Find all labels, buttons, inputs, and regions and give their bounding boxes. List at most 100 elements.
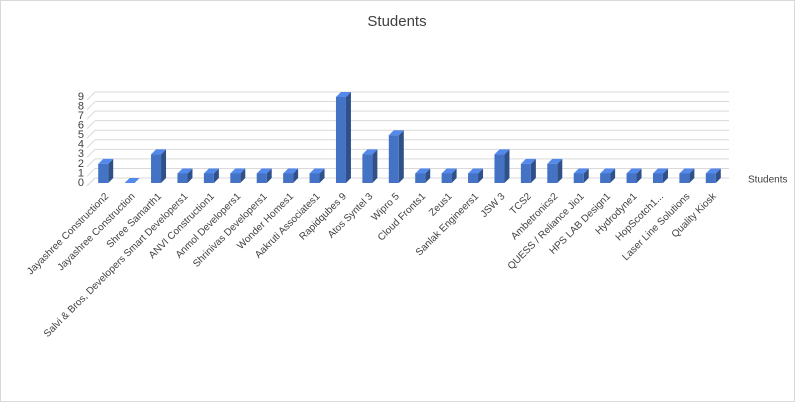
bar-top: [256, 168, 272, 174]
bar-side: [583, 168, 589, 183]
bar: [124, 178, 140, 183]
bar: [283, 168, 299, 183]
bar-front: [151, 154, 162, 183]
bar-side: [689, 168, 695, 183]
bar-top: [203, 168, 219, 174]
bar: [230, 168, 246, 183]
bar-side: [610, 168, 616, 183]
bar-top: [626, 168, 642, 174]
bar-side: [636, 168, 642, 183]
bar: [547, 158, 563, 183]
bar-top: [441, 168, 457, 174]
bar: [335, 92, 351, 183]
bar-top: [415, 168, 431, 174]
bar-front: [705, 173, 716, 183]
bar-top: [283, 168, 299, 174]
bar-top: [124, 178, 140, 183]
grid-line: [86, 148, 96, 158]
bar-side: [557, 158, 563, 183]
bar: [309, 168, 325, 183]
chart-title: Students: [367, 13, 426, 30]
bar: [203, 168, 219, 183]
grid-line: [86, 177, 96, 187]
bar-side: [213, 168, 219, 183]
grid-line: [86, 129, 96, 139]
bar-front: [177, 173, 188, 183]
bar: [388, 130, 404, 183]
bar-top: [177, 168, 193, 174]
bar-side: [293, 168, 299, 183]
bar-side: [504, 149, 510, 183]
bar: [98, 158, 114, 183]
bar-top: [151, 149, 167, 155]
bar: [705, 168, 721, 183]
y-tick-label: 9: [78, 91, 84, 103]
bar-front: [203, 173, 214, 183]
y-tick-label: 7: [78, 110, 84, 122]
bar-side: [187, 168, 193, 183]
bar-top: [679, 168, 695, 174]
bar-front: [679, 173, 690, 183]
bar: [573, 168, 589, 183]
y-tick-label: 6: [78, 120, 84, 132]
grid-line: [86, 139, 96, 149]
bar-front: [441, 173, 452, 183]
bar: [600, 168, 616, 183]
bar: [468, 168, 484, 183]
bar-front: [362, 154, 373, 183]
grid-line: [86, 120, 96, 130]
bar-top: [230, 168, 246, 174]
bar-side: [161, 149, 167, 183]
bar-front: [573, 173, 584, 183]
bar-front: [600, 173, 611, 183]
bar-top: [468, 168, 484, 174]
bar: [256, 168, 272, 183]
bar-side: [345, 92, 351, 183]
bar-front: [468, 173, 479, 183]
bar: [177, 168, 193, 183]
bar: [520, 158, 536, 183]
y-tick-label: 8: [78, 100, 84, 112]
bar-top: [362, 149, 378, 155]
bar-side: [108, 158, 114, 183]
bar-front: [309, 173, 320, 183]
bar-front: [547, 163, 558, 183]
bar-front: [520, 163, 531, 183]
bar-side: [319, 168, 325, 183]
bar: [151, 149, 167, 183]
bar-top: [573, 168, 589, 174]
y-tick-label: 2: [78, 158, 84, 170]
bar-front: [283, 173, 294, 183]
bar-top: [494, 149, 510, 155]
bar: [415, 168, 431, 183]
bar-top: [388, 130, 404, 136]
bar-front: [652, 173, 663, 183]
bar-front: [335, 97, 346, 183]
bar: [441, 168, 457, 183]
y-tick-label: 3: [78, 148, 84, 160]
bar-front: [415, 173, 426, 183]
grid-line: [86, 101, 96, 110]
bar-top: [652, 168, 668, 174]
bar-top: [520, 158, 536, 164]
grid-line: [86, 91, 96, 101]
bar-side: [425, 168, 431, 183]
bar: [494, 149, 510, 183]
bar-top: [98, 158, 114, 164]
bar-top: [335, 92, 351, 97]
grid-line: [86, 168, 96, 177]
bar-side: [398, 130, 404, 183]
bar-side: [266, 168, 272, 183]
bar-side: [372, 149, 378, 183]
y-tick-label: 1: [78, 167, 84, 179]
bar-front: [98, 163, 109, 183]
bar-top: [705, 168, 721, 174]
bar-front: [494, 154, 505, 183]
y-tick-label: 4: [78, 139, 84, 151]
bar-top: [309, 168, 325, 174]
bar: [652, 168, 668, 183]
bar-side: [478, 168, 484, 183]
bar-front: [230, 173, 241, 183]
